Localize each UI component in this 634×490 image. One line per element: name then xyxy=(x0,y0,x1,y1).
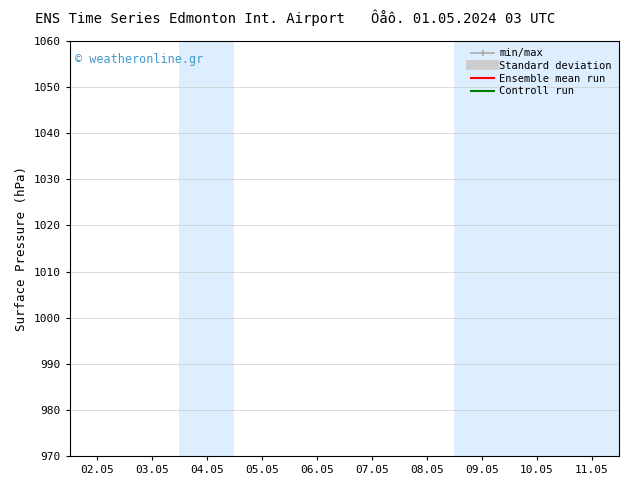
Text: Ôåô. 01.05.2024 03 UTC: Ôåô. 01.05.2024 03 UTC xyxy=(371,12,555,26)
Bar xyxy=(454,41,619,456)
Bar xyxy=(179,41,235,456)
Y-axis label: Surface Pressure (hPa): Surface Pressure (hPa) xyxy=(15,166,28,331)
Text: ENS Time Series Edmonton Int. Airport: ENS Time Series Edmonton Int. Airport xyxy=(36,12,345,26)
Legend: min/max, Standard deviation, Ensemble mean run, Controll run: min/max, Standard deviation, Ensemble me… xyxy=(467,44,616,100)
Text: © weatheronline.gr: © weatheronline.gr xyxy=(75,53,204,67)
